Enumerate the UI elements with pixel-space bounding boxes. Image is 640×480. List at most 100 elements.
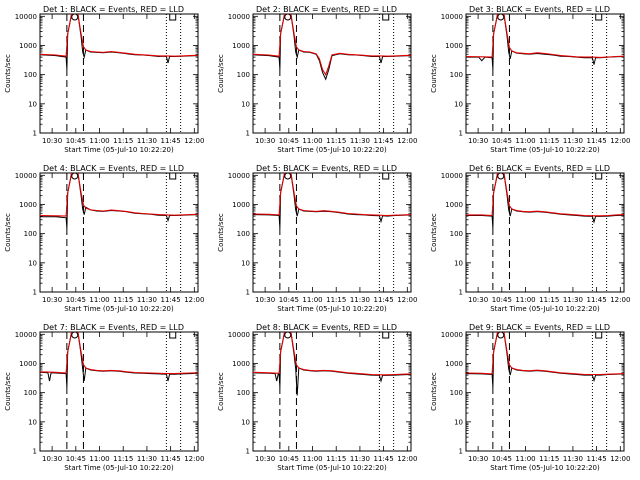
x-tick-label: 10:30 — [255, 137, 275, 145]
y-axis-label: Counts/sec — [217, 372, 225, 411]
series-lld-line — [40, 173, 198, 217]
x-tick-label: 11:45 — [374, 137, 394, 145]
x-tick-label: 11:45 — [161, 296, 181, 304]
x-tick-label: 10:45 — [492, 137, 512, 145]
series-lld-line — [466, 173, 624, 217]
series-events-line — [253, 332, 411, 396]
series-events-line — [253, 14, 411, 81]
series-events-line — [253, 173, 411, 229]
y-axis-label: Counts/sec — [430, 213, 438, 252]
square-marker — [382, 331, 390, 339]
x-tick-label: 11:45 — [374, 296, 394, 304]
series-lld-line — [253, 14, 411, 76]
x-tick-label: 12:00 — [184, 455, 204, 463]
circle-marker — [284, 13, 292, 21]
circle-marker — [497, 13, 505, 21]
data-group — [466, 14, 624, 70]
x-tick-label: 11:15 — [113, 455, 133, 463]
panel-title: Det 6: BLACK = Events, RED = LLD — [469, 164, 610, 173]
axes-frame — [39, 331, 199, 452]
y-tick-label: 100 — [450, 230, 463, 238]
data-group — [40, 173, 198, 229]
y-axis-label: Counts/sec — [4, 372, 12, 411]
data-group — [253, 173, 411, 229]
series-events-line — [40, 173, 198, 229]
data-group — [466, 173, 624, 229]
x-tick-label: 12:00 — [397, 296, 417, 304]
circle-marker — [497, 331, 505, 339]
x-tick-label: 11:00 — [515, 137, 535, 145]
y-tick-label: 10 — [241, 100, 250, 108]
y-tick-label: 1000 — [232, 360, 250, 368]
x-tick-label: 11:15 — [326, 455, 346, 463]
y-tick-label: 100 — [237, 389, 250, 397]
x-tick-label: 11:15 — [113, 296, 133, 304]
circle-marker — [284, 172, 292, 180]
y-tick-label: 1000 — [445, 360, 463, 368]
x-tick-label: 11:30 — [137, 296, 157, 304]
panel-title: Det 1: BLACK = Events, RED = LLD — [43, 5, 184, 14]
square-marker — [595, 13, 603, 21]
x-tick-label: 11:45 — [587, 137, 607, 145]
x-tick-label: 11:15 — [113, 137, 133, 145]
panel-3: 1 10 100 1000 10000 10:30 10:45 11:00 11:15 11:30… — [430, 5, 630, 154]
y-axis-label: Counts/sec — [217, 213, 225, 252]
circle-marker — [71, 13, 79, 21]
series-lld-line — [466, 14, 624, 58]
y-tick-label: 10000 — [15, 13, 37, 21]
data-group — [253, 14, 411, 81]
panel-2: 1 10 100 1000 10000 10:30 10:45 11:00 11:15 11:30… — [217, 5, 417, 154]
y-tick-label: 1 — [33, 289, 37, 297]
x-tick-label: 11:30 — [137, 137, 157, 145]
x-tick-label: 11:30 — [350, 296, 370, 304]
x-tick-label: 11:45 — [161, 137, 181, 145]
x-axis-label: Start Time (05-Jul-10 10:22:20) — [277, 305, 387, 313]
x-tick-label: 10:30 — [255, 296, 275, 304]
y-tick-label: 10000 — [228, 13, 250, 21]
y-tick-label: 1 — [459, 448, 463, 456]
y-tick-label: 10000 — [15, 172, 37, 180]
x-tick-label: 11:15 — [539, 296, 559, 304]
y-tick-label: 10 — [28, 100, 37, 108]
x-axis-label: Start Time (05-Jul-10 10:22:20) — [277, 464, 387, 472]
y-tick-label: 1000 — [19, 42, 37, 50]
series-lld-line — [253, 173, 411, 217]
y-tick-label: 1 — [33, 130, 37, 138]
x-axis-label: Start Time (05-Jul-10 10:22:20) — [490, 146, 600, 154]
axes-frame — [39, 13, 199, 134]
x-tick-label: 10:30 — [42, 455, 62, 463]
y-tick-label: 1000 — [445, 42, 463, 50]
panel-title: Det 4: BLACK = Events, RED = LLD — [43, 164, 184, 173]
series-lld-line — [253, 332, 411, 376]
x-tick-label: 10:30 — [468, 137, 488, 145]
x-tick-label: 12:00 — [610, 137, 630, 145]
x-tick-label: 10:45 — [492, 455, 512, 463]
x-tick-label: 11:45 — [374, 455, 394, 463]
circle-marker — [71, 172, 79, 180]
panel-title: Det 2: BLACK = Events, RED = LLD — [256, 5, 397, 14]
data-group — [253, 332, 411, 396]
y-tick-label: 1000 — [232, 42, 250, 50]
axes-frame — [252, 13, 412, 134]
y-tick-label: 10 — [241, 259, 250, 267]
panel-7: 1 10 100 1000 10000 10:30 10:45 11:00 11:15 11:30… — [4, 323, 204, 472]
x-tick-label: 11:15 — [539, 137, 559, 145]
y-tick-label: 100 — [450, 71, 463, 79]
y-tick-label: 1 — [33, 448, 37, 456]
y-tick-label: 10 — [241, 418, 250, 426]
x-tick-label: 12:00 — [184, 137, 204, 145]
y-axis-label: Counts/sec — [430, 54, 438, 93]
x-tick-label: 11:45 — [587, 455, 607, 463]
axes-frame — [465, 172, 625, 293]
y-axis-label: Counts/sec — [430, 372, 438, 411]
y-tick-label: 10000 — [441, 331, 463, 339]
y-tick-label: 10 — [454, 418, 463, 426]
y-tick-label: 100 — [237, 71, 250, 79]
circle-marker — [284, 331, 292, 339]
y-tick-label: 1 — [246, 448, 250, 456]
y-tick-label: 10 — [454, 259, 463, 267]
x-tick-label: 11:45 — [161, 455, 181, 463]
square-marker — [382, 172, 390, 180]
y-tick-label: 100 — [24, 71, 37, 79]
y-tick-label: 1 — [246, 130, 250, 138]
